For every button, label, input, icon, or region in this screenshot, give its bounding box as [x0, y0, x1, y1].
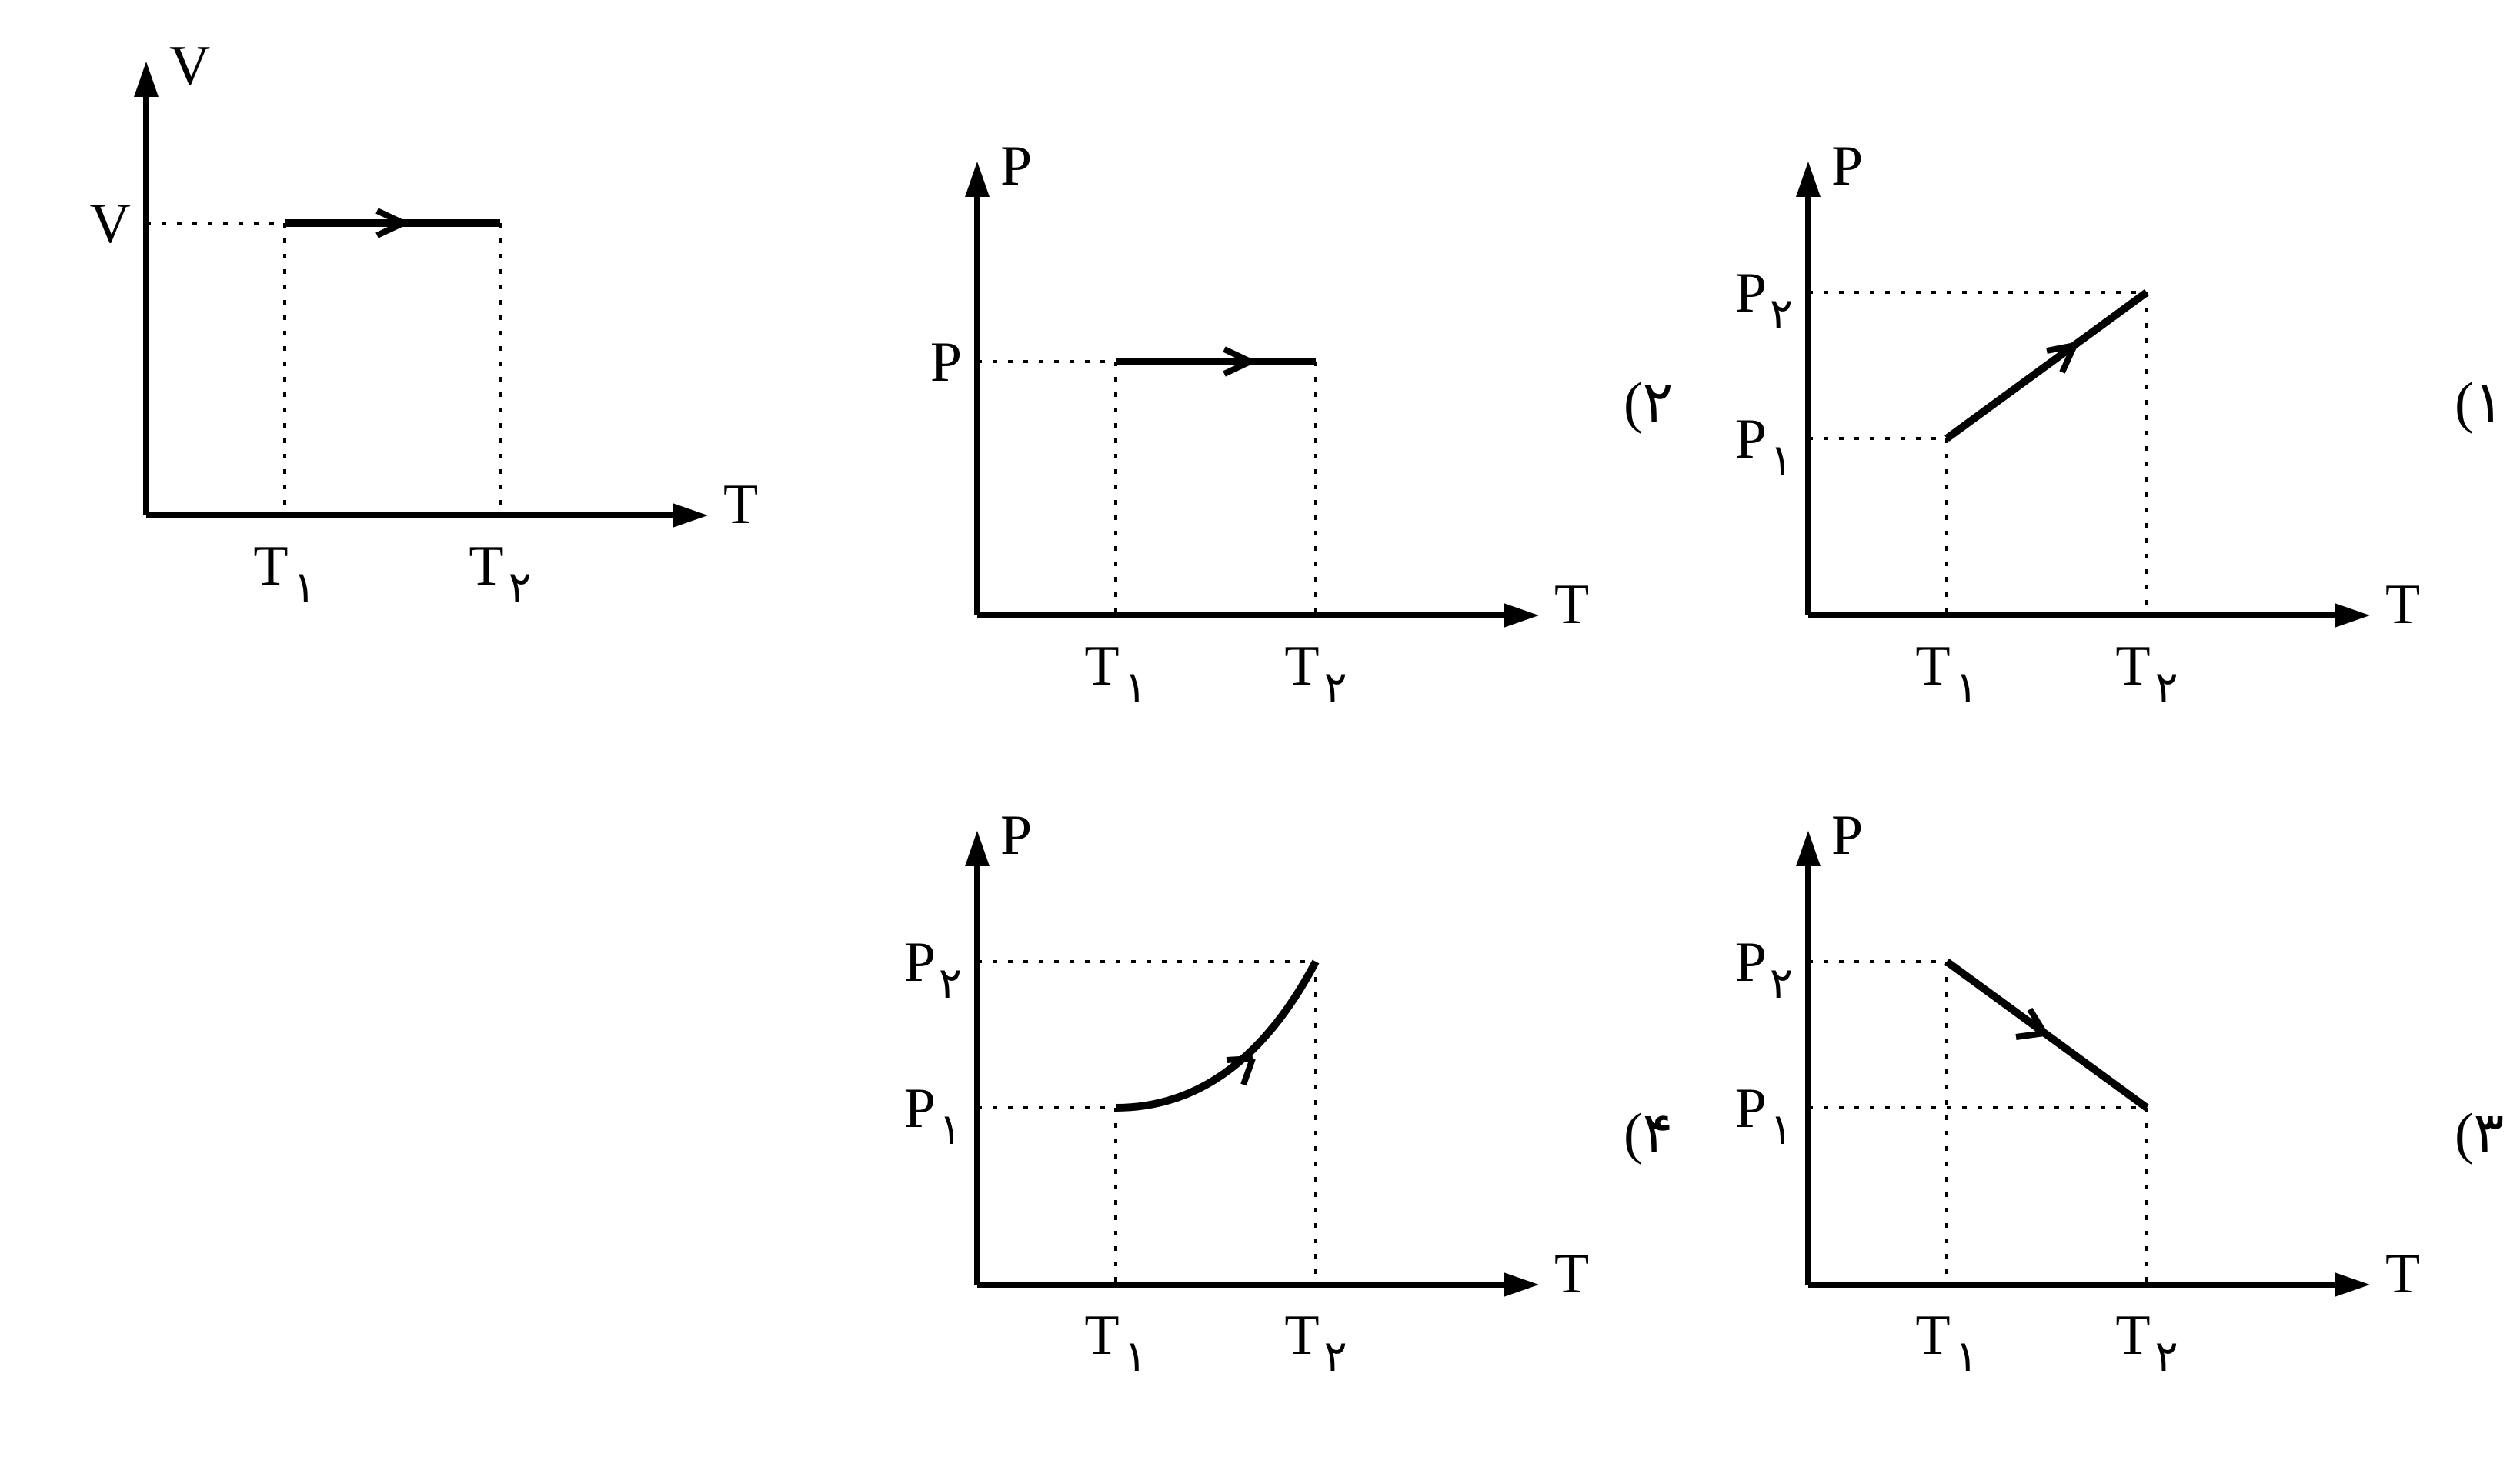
x-axis-label: T — [1554, 573, 1589, 636]
option-label-2: (۲ — [1624, 369, 1673, 436]
option-label-4: (۴ — [1624, 1100, 1673, 1167]
ytick-V: V — [90, 192, 131, 255]
labels: P T P۱ P۲ T۱ T۲ — [1735, 135, 2420, 712]
labels: P T P T۱ T۲ — [930, 135, 1589, 712]
x-axis-label: T — [2385, 1242, 2420, 1305]
ytick-P2: P۲ — [1735, 262, 1793, 338]
xtick-T2: T۲ — [2115, 635, 2178, 712]
xtick-T1: T۱ — [1084, 1304, 1147, 1381]
xtick-T2: T۲ — [469, 535, 531, 612]
plot-2: P T P T۱ T۲ — [885, 146, 1562, 738]
ytick-P: P — [930, 331, 962, 394]
guides — [977, 362, 1316, 615]
xtick-T1: T۱ — [1084, 635, 1147, 712]
y-axis-label: P — [1831, 135, 1863, 198]
x-axis-label: T — [2385, 573, 2420, 636]
ytick-P2: P۲ — [904, 931, 962, 1008]
ytick-P1: P۱ — [1735, 1077, 1793, 1154]
x-axis-label: T — [1554, 1242, 1589, 1305]
plot-3: P T P۱ P۲ T۱ T۲ — [1716, 815, 2393, 1408]
y-axis-label: V — [169, 35, 210, 98]
labels: P T P۱ P۲ T۱ T۲ — [1735, 804, 2420, 1381]
xtick-T1: T۱ — [253, 535, 315, 612]
option-label-3: (۳ — [2455, 1100, 2504, 1167]
data-path — [1116, 962, 1316, 1108]
ytick-P2: P۲ — [1735, 931, 1793, 1008]
y-axis-label: P — [1000, 804, 1032, 867]
ytick-P1: P۱ — [1735, 408, 1793, 485]
data-path — [1116, 349, 1316, 374]
data-path — [285, 211, 500, 235]
option-label-1: (۱ — [2455, 369, 2504, 436]
labels: P T P۱ P۲ T۱ T۲ — [904, 804, 1589, 1381]
guides — [146, 223, 500, 515]
plot-main: V T V T۱ T۲ — [54, 46, 731, 631]
y-axis-label: P — [1000, 135, 1032, 198]
data-path — [1947, 962, 2147, 1108]
axes — [965, 162, 1539, 628]
plot-4: P T P۱ P۲ T۱ T۲ — [885, 815, 1562, 1408]
labels: V T V T۱ T۲ — [90, 35, 759, 612]
data-path — [1947, 292, 2147, 438]
guides — [1808, 292, 2147, 615]
xtick-T1: T۱ — [1915, 635, 1978, 712]
xtick-T1: T۱ — [1915, 1304, 1978, 1381]
xtick-T2: T۲ — [1284, 1304, 1347, 1381]
ytick-P1: P۱ — [904, 1077, 962, 1154]
xtick-T2: T۲ — [1284, 635, 1347, 712]
y-axis-label: P — [1831, 804, 1863, 867]
guides — [1808, 962, 2147, 1285]
axes — [1796, 162, 2370, 628]
plot-1: P T P۱ P۲ T۱ T۲ — [1716, 146, 2393, 738]
x-axis-label: T — [723, 473, 758, 536]
xtick-T2: T۲ — [2115, 1304, 2178, 1381]
guides — [977, 962, 1316, 1285]
axes — [134, 62, 708, 528]
